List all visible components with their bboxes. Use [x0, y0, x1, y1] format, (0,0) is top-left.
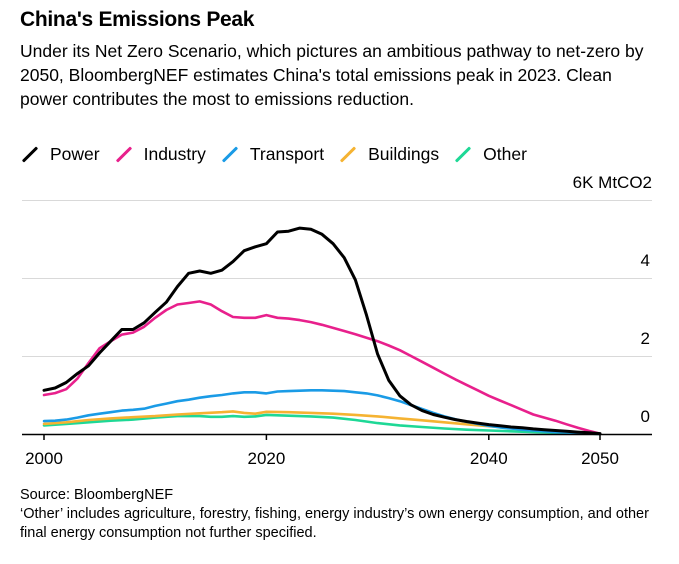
series-lines [42, 226, 602, 436]
legend: Power Industry Transport Buildings Other [20, 144, 541, 165]
legend-item-power: Power [20, 144, 100, 165]
source-note: Source: BloombergNEF [20, 487, 174, 503]
x-tick-label: 2040 [470, 449, 508, 468]
axes: 6K MtCO2 0 2 4 2000 2020 2040 2050 [22, 173, 652, 468]
footnote: ‘Other’ includes agriculture, forestry, … [20, 506, 649, 541]
footer: Source: BloombergNEF ‘Other’ includes ag… [20, 486, 660, 543]
grid-lines [22, 200, 652, 357]
legend-item-other: Other [453, 144, 527, 165]
legend-label-other: Other [483, 144, 527, 164]
series-line-industry [42, 300, 602, 435]
legend-label-power: Power [50, 144, 100, 164]
x-tick-label: 2050 [581, 449, 619, 468]
legend-item-transport: Transport [220, 144, 324, 165]
legend-label-buildings: Buildings [368, 144, 440, 164]
line-chart: 6K MtCO2 0 2 4 2000 2020 2040 2050 [22, 173, 652, 468]
chart-title: China's Emissions Peak [20, 8, 255, 31]
legend-item-industry: Industry [114, 144, 206, 165]
y-tick-label: 4 [641, 251, 650, 270]
x-tick-label: 2000 [25, 449, 63, 468]
y-unit-label: 6K MtCO2 [573, 173, 652, 192]
legend-label-transport: Transport [249, 144, 325, 164]
series-line-other [42, 413, 602, 436]
legend-swatch-other [455, 146, 472, 163]
series-line-transport [42, 389, 602, 436]
y-tick-label: 0 [641, 407, 650, 426]
y-tick-label: 2 [641, 329, 650, 348]
legend-swatch-transport [221, 146, 238, 163]
legend-swatch-power [21, 146, 39, 163]
series-line-power [42, 226, 602, 436]
chart-subtitle: Under its Net Zero Scenario, which pictu… [20, 41, 644, 109]
legend-label-industry: Industry [143, 144, 206, 164]
legend-swatch-buildings [339, 146, 357, 163]
x-tick-label: 2020 [247, 449, 285, 468]
legend-item-buildings: Buildings [338, 144, 439, 165]
legend-swatch-industry [115, 146, 132, 163]
